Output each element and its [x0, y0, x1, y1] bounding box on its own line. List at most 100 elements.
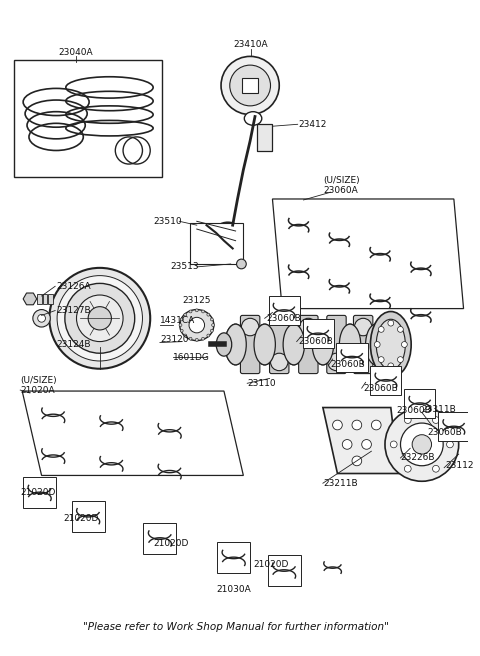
Ellipse shape: [254, 324, 276, 365]
Circle shape: [432, 465, 439, 472]
Circle shape: [352, 456, 362, 466]
Circle shape: [207, 313, 210, 316]
FancyBboxPatch shape: [240, 316, 260, 374]
Circle shape: [184, 313, 187, 316]
Circle shape: [207, 334, 210, 337]
Circle shape: [400, 423, 443, 466]
Text: 23112: 23112: [445, 461, 474, 470]
Text: "Please refer to Work Shop Manual for further information": "Please refer to Work Shop Manual for fu…: [83, 622, 388, 632]
Text: 21020D: 21020D: [63, 514, 98, 523]
Circle shape: [57, 276, 143, 361]
Text: 23412: 23412: [299, 120, 327, 129]
Text: 23060B: 23060B: [428, 428, 462, 438]
Circle shape: [210, 318, 213, 321]
Circle shape: [378, 357, 384, 363]
Circle shape: [180, 318, 183, 321]
Ellipse shape: [312, 324, 334, 365]
Text: 1431CA: 1431CA: [160, 316, 195, 325]
Circle shape: [378, 327, 384, 333]
Text: 23124B: 23124B: [56, 340, 91, 349]
Ellipse shape: [339, 324, 361, 365]
Polygon shape: [23, 293, 37, 305]
Circle shape: [38, 314, 46, 322]
Text: 23120: 23120: [160, 335, 189, 344]
Circle shape: [374, 342, 380, 348]
FancyBboxPatch shape: [327, 316, 346, 374]
Text: 23060B: 23060B: [299, 337, 334, 346]
Circle shape: [401, 342, 408, 348]
Text: 23040A: 23040A: [58, 48, 93, 57]
Text: 21030A: 21030A: [216, 585, 251, 594]
Ellipse shape: [283, 324, 304, 365]
Circle shape: [461, 415, 476, 431]
Ellipse shape: [312, 324, 334, 365]
Text: 23110: 23110: [247, 379, 276, 388]
Ellipse shape: [254, 324, 276, 365]
Ellipse shape: [244, 112, 262, 125]
Ellipse shape: [225, 324, 246, 365]
Bar: [257, 124, 273, 152]
Ellipse shape: [328, 353, 345, 371]
Circle shape: [221, 56, 279, 115]
Circle shape: [388, 363, 394, 369]
Text: 23126A: 23126A: [56, 282, 91, 291]
Circle shape: [180, 329, 183, 332]
Bar: [242, 77, 258, 93]
Circle shape: [465, 419, 472, 427]
Circle shape: [432, 417, 439, 423]
Ellipse shape: [241, 318, 259, 336]
Circle shape: [352, 420, 362, 430]
FancyBboxPatch shape: [299, 316, 318, 374]
Bar: [14, 60, 162, 176]
Circle shape: [372, 420, 381, 430]
Circle shape: [446, 441, 454, 448]
Circle shape: [333, 420, 342, 430]
Ellipse shape: [271, 353, 288, 371]
Circle shape: [189, 337, 192, 340]
Text: 23060B: 23060B: [331, 360, 365, 369]
Circle shape: [385, 407, 459, 482]
Bar: [190, 223, 243, 264]
Ellipse shape: [371, 312, 411, 377]
Text: (U/SIZE): (U/SIZE): [323, 176, 360, 185]
Text: 23060B: 23060B: [266, 314, 301, 323]
Circle shape: [189, 310, 192, 313]
Circle shape: [397, 357, 403, 363]
Circle shape: [49, 268, 150, 369]
Text: 23060B: 23060B: [396, 406, 432, 415]
Text: 23513: 23513: [170, 262, 199, 272]
Circle shape: [362, 440, 372, 449]
Circle shape: [404, 417, 411, 423]
Ellipse shape: [366, 324, 387, 365]
Text: 23060A: 23060A: [323, 186, 358, 195]
Circle shape: [195, 338, 198, 341]
Ellipse shape: [214, 222, 241, 243]
Circle shape: [212, 323, 215, 327]
Polygon shape: [22, 391, 243, 476]
Text: 23060B: 23060B: [364, 384, 398, 393]
Polygon shape: [323, 407, 398, 474]
Text: 23127B: 23127B: [56, 306, 91, 315]
Text: 1601DG: 1601DG: [172, 353, 209, 361]
Ellipse shape: [376, 319, 405, 370]
FancyBboxPatch shape: [353, 316, 373, 374]
Circle shape: [65, 283, 135, 353]
Bar: [217, 543, 250, 573]
Circle shape: [195, 309, 198, 312]
Text: 23510: 23510: [154, 216, 182, 226]
Ellipse shape: [354, 318, 372, 336]
Circle shape: [184, 334, 187, 337]
Ellipse shape: [216, 333, 232, 356]
Circle shape: [397, 327, 403, 333]
Bar: [404, 389, 435, 419]
Bar: [144, 523, 177, 554]
Text: 21020A: 21020A: [20, 386, 55, 394]
Circle shape: [76, 295, 123, 342]
Circle shape: [412, 435, 432, 454]
Bar: [302, 319, 334, 348]
Circle shape: [202, 310, 204, 313]
Circle shape: [390, 441, 397, 448]
Bar: [269, 296, 300, 325]
Text: 21020D: 21020D: [153, 539, 189, 548]
Circle shape: [404, 465, 411, 472]
